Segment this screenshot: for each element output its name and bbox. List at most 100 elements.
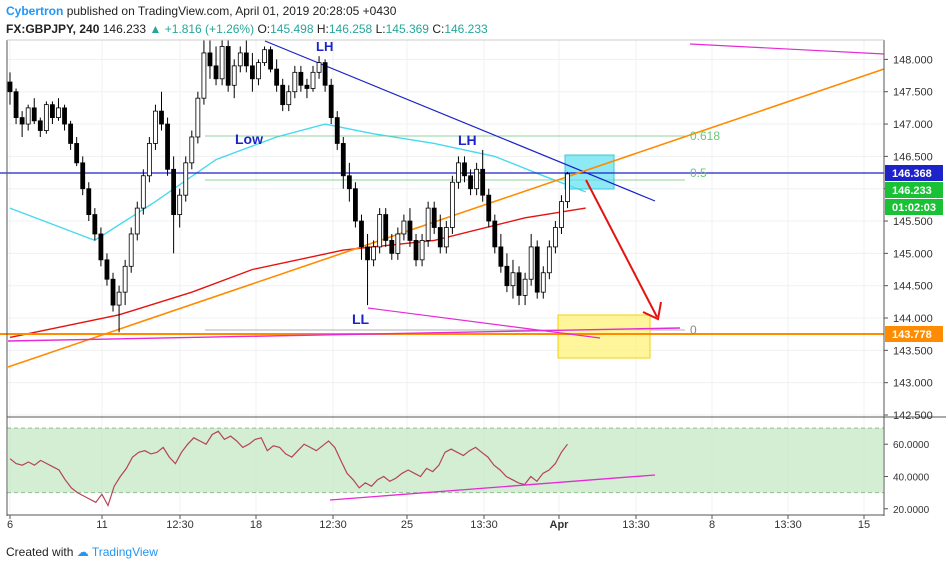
fib-label-0618: 0.618 bbox=[690, 129, 720, 143]
candle bbox=[189, 130, 195, 170]
rsi-trendline[interactable] bbox=[329, 474, 656, 501]
candle bbox=[86, 182, 92, 222]
high-label: H: bbox=[316, 22, 329, 36]
time-tick-label: 6 bbox=[7, 519, 13, 531]
price-tag-last-text: 146.233 bbox=[892, 185, 932, 197]
label-lh-top: LH bbox=[316, 39, 333, 54]
candle bbox=[37, 117, 43, 137]
candle bbox=[153, 104, 158, 150]
candle bbox=[419, 233, 425, 267]
rsi-line bbox=[9, 430, 568, 508]
chart-labels: LH Low LH LL 0.618 0.5 0 bbox=[235, 39, 720, 337]
time-tick-label: 15 bbox=[858, 519, 870, 531]
footer: Created with ☁ TradingView bbox=[6, 545, 158, 559]
price-tick-label: 146.500 bbox=[893, 151, 933, 163]
low-value: 145.369 bbox=[385, 22, 429, 36]
change-value: +1.816 (+1.26%) bbox=[164, 22, 255, 36]
candle bbox=[431, 201, 437, 234]
candle bbox=[443, 221, 449, 254]
projection-arrow[interactable] bbox=[585, 179, 662, 321]
candle bbox=[456, 156, 461, 189]
close-label: C: bbox=[432, 22, 445, 36]
candle bbox=[280, 78, 286, 112]
candle bbox=[146, 136, 152, 183]
fib-label-0: 0 bbox=[690, 323, 697, 337]
time-tick-label: 12:30 bbox=[319, 519, 347, 531]
price-tick-label: 145.500 bbox=[893, 216, 933, 228]
price-tag-countdown bbox=[885, 199, 943, 215]
candle bbox=[510, 259, 516, 299]
target-zone-box[interactable] bbox=[557, 314, 651, 359]
low-label: L: bbox=[375, 22, 386, 36]
candle bbox=[262, 46, 267, 66]
candles bbox=[7, 40, 570, 333]
rsi-band bbox=[8, 428, 883, 493]
resistance-zone-box[interactable] bbox=[564, 154, 615, 190]
candle bbox=[268, 46, 273, 73]
fib-label-05: 0.5 bbox=[690, 166, 707, 180]
candle bbox=[122, 259, 128, 306]
time-tick-label: 11 bbox=[96, 519, 107, 531]
candle bbox=[159, 91, 164, 131]
candle bbox=[183, 156, 189, 202]
author-name[interactable]: Cybertron bbox=[6, 4, 64, 18]
candle bbox=[377, 208, 383, 254]
rsi-tick-label: 40.0000 bbox=[893, 472, 930, 483]
candle bbox=[334, 111, 340, 150]
candle bbox=[201, 40, 207, 105]
candle bbox=[128, 227, 134, 273]
candle bbox=[516, 266, 522, 306]
trendline-blue-down[interactable] bbox=[264, 40, 656, 202]
trendline-orange-up[interactable] bbox=[7, 68, 885, 368]
candle bbox=[104, 253, 110, 286]
symbol-label: FX:GBPJPY, 240 bbox=[6, 22, 100, 36]
candle bbox=[322, 59, 328, 92]
candle bbox=[219, 40, 225, 86]
time-tick-label: 8 bbox=[709, 519, 715, 531]
label-ll: LL bbox=[352, 311, 370, 327]
open-value: 145.498 bbox=[270, 22, 314, 36]
candle bbox=[19, 111, 25, 137]
candle bbox=[98, 227, 104, 267]
candle bbox=[225, 40, 231, 92]
tradingview-link[interactable]: TradingView bbox=[91, 545, 158, 559]
candle bbox=[68, 120, 73, 150]
candle bbox=[256, 59, 261, 86]
trendline-magenta-top[interactable] bbox=[689, 43, 885, 55]
candle bbox=[462, 156, 467, 183]
candle bbox=[553, 221, 558, 254]
candle bbox=[43, 101, 49, 134]
candle bbox=[50, 101, 55, 125]
candle bbox=[62, 104, 67, 131]
candle bbox=[371, 240, 377, 267]
candle bbox=[474, 162, 480, 196]
candle bbox=[528, 233, 534, 286]
trendline-magenta-support[interactable] bbox=[7, 327, 681, 342]
up-triangle-icon: ▲ bbox=[149, 22, 162, 36]
candle bbox=[249, 52, 255, 92]
candle bbox=[7, 72, 13, 105]
candle bbox=[486, 188, 492, 228]
axes: 148.000147.500147.000146.500146.000145.5… bbox=[6, 39, 946, 531]
candle bbox=[346, 162, 352, 202]
tradingview-logo-icon[interactable]: ☁ bbox=[76, 545, 89, 559]
candle bbox=[559, 195, 564, 234]
candle bbox=[468, 169, 473, 196]
candle bbox=[389, 233, 395, 260]
publish-line: Cybertron published on TradingView.com, … bbox=[6, 4, 396, 18]
candle bbox=[401, 214, 407, 241]
candle bbox=[546, 240, 552, 280]
candle bbox=[437, 214, 443, 254]
time-tick-label: 13:30 bbox=[622, 519, 650, 531]
candle bbox=[195, 91, 201, 144]
created-with-text: Created with bbox=[6, 545, 74, 559]
last-price: 146.233 bbox=[102, 22, 147, 36]
candle bbox=[504, 253, 510, 293]
candle bbox=[292, 65, 298, 99]
trendline-magenta-ll[interactable] bbox=[367, 307, 601, 339]
price-tick-label: 143.500 bbox=[893, 345, 933, 357]
time-tick-label: 12:30 bbox=[166, 519, 194, 531]
candle bbox=[286, 85, 292, 112]
candle bbox=[340, 136, 346, 189]
